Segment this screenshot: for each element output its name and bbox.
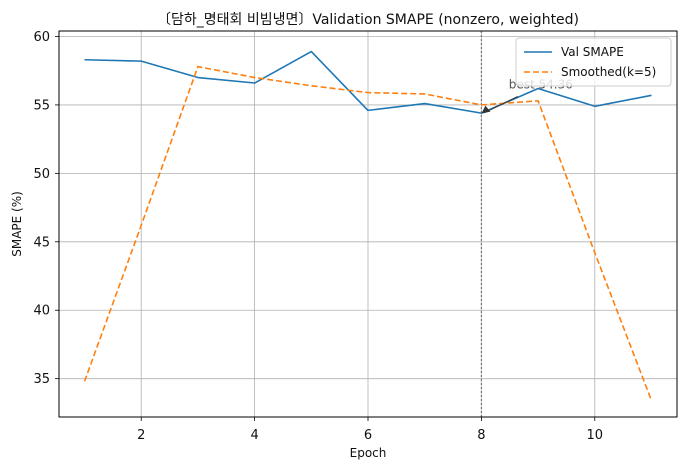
y-tick-label: 45 (33, 235, 50, 250)
annotation-arrow-shaft (484, 96, 518, 114)
val-smape-line (84, 50, 652, 114)
y-axis-label: SMAPE (%) (10, 191, 24, 257)
x-tick-label: 4 (250, 428, 258, 443)
y-tick-label: 55 (33, 98, 50, 113)
axis-ticks: 2 4 6 8 10 35 40 45 50 55 60 (33, 30, 603, 443)
x-tick-label: 8 (477, 428, 485, 443)
legend-label: Val SMAPE (561, 45, 624, 59)
x-tick-label: 10 (587, 428, 604, 443)
legend: Val SMAPE Smoothed(k=5) (515, 37, 672, 87)
x-tick-label: 2 (137, 428, 145, 443)
y-tick-label: 40 (33, 304, 50, 319)
smoothed-line (83, 65, 653, 401)
y-tick-label: 50 (33, 167, 50, 182)
y-tick-label: 60 (33, 30, 50, 45)
legend-label: Smoothed(k=5) (561, 65, 656, 79)
y-tick-label: 35 (33, 372, 50, 387)
grid-lines (59, 31, 677, 417)
chart-title: 〔담하_명태회 비빔냉면〕Validation SMAPE (nonzero, … (157, 12, 579, 28)
x-axis-label: Epoch (350, 446, 387, 460)
series-lines (83, 50, 653, 401)
x-tick-label: 6 (364, 428, 372, 443)
annotation-arrow-head (481, 105, 491, 114)
legend-box (515, 37, 672, 87)
